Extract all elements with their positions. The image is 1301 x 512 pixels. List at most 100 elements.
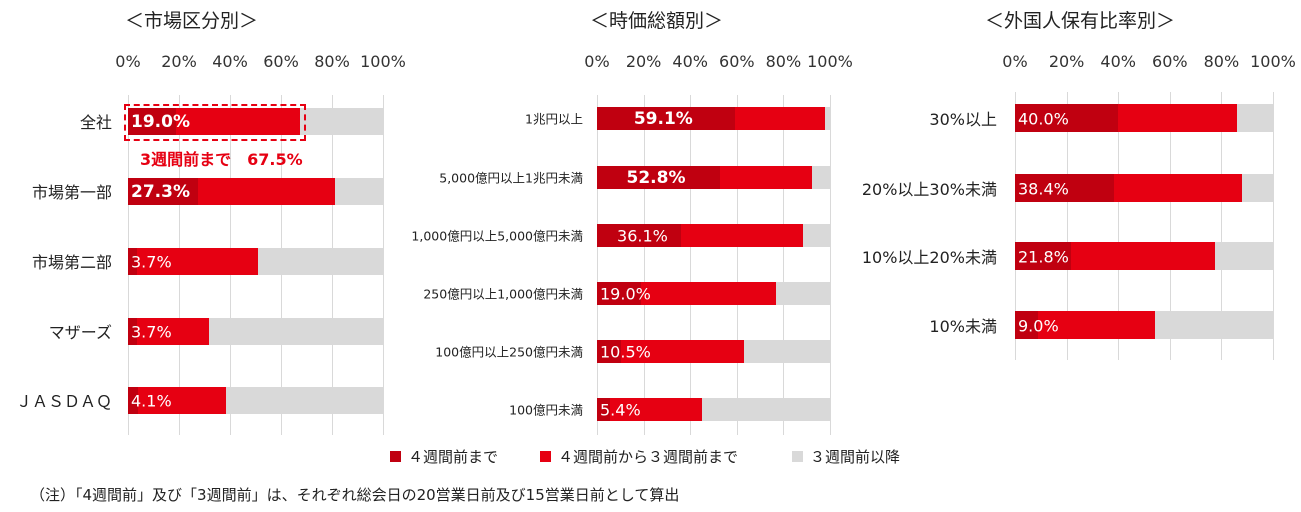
bar-segment (258, 247, 383, 275)
bar-segment (197, 177, 336, 205)
bar-segment (597, 165, 721, 189)
bar-segment (1071, 242, 1215, 270)
gridline (1066, 92, 1068, 360)
category-label: 10%以上20%未満 (861, 248, 997, 267)
data-label: 40.0% (1018, 109, 1069, 129)
bar-segment (621, 339, 744, 363)
category-label: 市場第一部 (31, 183, 112, 202)
gridline (830, 95, 831, 435)
data-label: 38.4% (1018, 179, 1069, 199)
x-tick-label: 100% (807, 52, 853, 71)
category-label: 5,000億円以上1兆円未満 (439, 170, 583, 186)
data-label: 5.4% (600, 400, 641, 420)
x-tick-label: 0% (115, 52, 141, 71)
bar-segment (128, 317, 138, 345)
gridline (1118, 92, 1120, 360)
bar-segment (1236, 104, 1273, 132)
x-tick-label: 60% (1152, 52, 1188, 71)
gridline (643, 95, 645, 435)
bar-segment (138, 386, 226, 414)
bar-segment (1118, 104, 1237, 132)
chart-title: ＜時価総額別＞ (590, 10, 724, 32)
x-tick-label: 20% (1048, 52, 1085, 71)
data-label: 10.5% (600, 342, 651, 362)
bar-segment (701, 397, 830, 421)
bar-segment (609, 397, 702, 421)
bar-segment (597, 281, 642, 305)
annotation-box (124, 103, 307, 141)
category-label: ＪＡＳＤＡＱ (15, 392, 112, 411)
category-label: 1兆円以上 (525, 111, 583, 127)
category-label: 100億円以上250億円未満 (435, 344, 583, 360)
bar-segment (335, 177, 383, 205)
data-label: 36.1% (617, 226, 668, 246)
gridline (690, 95, 692, 435)
gridline (736, 95, 738, 435)
bar-segment (137, 317, 210, 345)
bar-segment (825, 106, 830, 130)
x-tick-label: 80% (314, 52, 350, 71)
category-label: 20%以上30%未満 (861, 180, 997, 199)
gridline (1169, 92, 1171, 360)
legend-swatch (540, 451, 551, 462)
x-tick-label: 60% (263, 52, 299, 71)
bar-segment (128, 107, 177, 135)
bar-segment (802, 223, 830, 247)
data-label: 21.8% (1018, 247, 1069, 267)
bar-segment (1015, 242, 1072, 270)
legend-label: ３週間前以降 (810, 448, 901, 466)
bar-segment (597, 223, 682, 247)
data-label: 3.7% (131, 322, 172, 342)
gridline (383, 95, 384, 435)
category-label: 30%以上 (929, 110, 997, 129)
data-label: 4.1% (131, 391, 172, 411)
bar-segment (597, 106, 735, 130)
bar-segment (1114, 174, 1243, 202)
bar-segment (1242, 174, 1273, 202)
annotation-text: 3週間前まで 67.5% (140, 150, 303, 169)
gridline (1273, 92, 1274, 360)
legend-item-after-3w: ３週間前以降 (792, 446, 900, 467)
bar-segment (176, 107, 301, 135)
legend-swatch (792, 451, 803, 462)
bar-segment (641, 281, 776, 305)
bar-segment (1015, 174, 1115, 202)
legend-item-before-4w: ４週間前まで (390, 446, 498, 467)
x-tick-label: 20% (161, 52, 197, 71)
bar-segment (128, 177, 198, 205)
bar-segment (1155, 311, 1273, 339)
category-label: マザーズ (48, 323, 112, 342)
category-label: 10%未満 (929, 317, 997, 336)
bar-segment (597, 397, 610, 421)
x-tick-label: 0% (584, 52, 610, 71)
legend-label: ４週間前まで (408, 448, 499, 466)
data-label: 19.0% (600, 284, 651, 304)
data-label: 59.1% (633, 109, 693, 129)
x-tick-label: 100% (360, 52, 406, 71)
gridline (783, 95, 785, 435)
bar-segment (1214, 242, 1273, 270)
bar-segment (720, 165, 813, 189)
bar-segment (225, 386, 383, 414)
data-label: 3.7% (131, 252, 172, 272)
x-tick-label: 60% (719, 52, 755, 71)
legend-label: ４週間前から３週間前まで (558, 448, 739, 466)
data-label: 9.0% (1018, 316, 1059, 336)
x-tick-label: 20% (625, 52, 662, 71)
bar-segment (734, 106, 826, 130)
x-tick-label: 80% (765, 52, 802, 71)
category-label: 市場第二部 (31, 253, 112, 272)
gridline (1221, 92, 1223, 360)
x-tick-label: 100% (1250, 52, 1296, 71)
bar-segment (744, 339, 830, 363)
x-tick-label: 0% (1002, 52, 1028, 71)
x-tick-label: 40% (212, 52, 248, 71)
data-label: 27.3% (131, 182, 190, 202)
x-tick-label: 80% (1203, 52, 1240, 71)
bar-segment (597, 339, 622, 363)
data-label: 52.8% (626, 168, 686, 188)
bar-segment (1015, 311, 1039, 339)
category-label: 1,000億円以上5,000億円未満 (411, 228, 583, 244)
gridline (597, 95, 598, 435)
